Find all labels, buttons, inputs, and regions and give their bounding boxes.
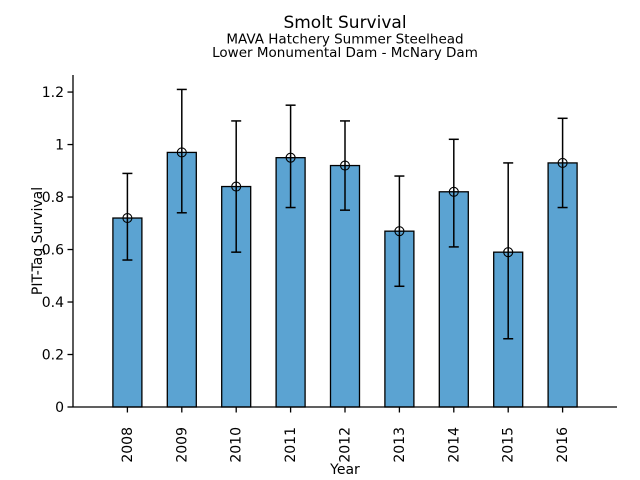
x-tick-label-2010: 2010: [229, 427, 245, 463]
x-tick-label-2013: 2013: [392, 427, 408, 463]
y-axis-label: PIT-Tag Survival: [30, 187, 46, 295]
y-tick-label-0: 0: [55, 400, 64, 416]
x-tick-label-2015: 2015: [501, 427, 517, 463]
x-tick-label-2009: 2009: [174, 427, 190, 463]
plot-area: 0 0.2 0.4 0.6 0.8 1 1.2 2008 2009 2010 2011 2012 201…: [42, 75, 617, 463]
y-tick-label-1.2: 1.2: [42, 85, 64, 101]
chart-subtitle-line2: Lower Monumental Dam - McNary Dam: [212, 45, 478, 61]
x-axis-label: Year: [329, 462, 360, 478]
y-tick-label-0.6: 0.6: [42, 243, 64, 259]
x-tick-label-2016: 2016: [555, 427, 571, 463]
y-tick-label-1: 1: [55, 138, 64, 154]
chart-title: Smolt Survival: [283, 13, 406, 33]
x-tick-label-2012: 2012: [338, 427, 354, 463]
chart-subtitle-line1: MAVA Hatchery Summer Steelhead: [226, 32, 463, 48]
x-tick-label-2008: 2008: [120, 427, 136, 463]
x-tick-label-2011: 2011: [283, 427, 299, 463]
y-tick-label-0.2: 0.2: [42, 348, 64, 364]
y-tick-label-0.4: 0.4: [42, 295, 64, 311]
y-tick-label-0.8: 0.8: [42, 190, 64, 206]
x-tick-label-2014: 2014: [446, 427, 462, 463]
